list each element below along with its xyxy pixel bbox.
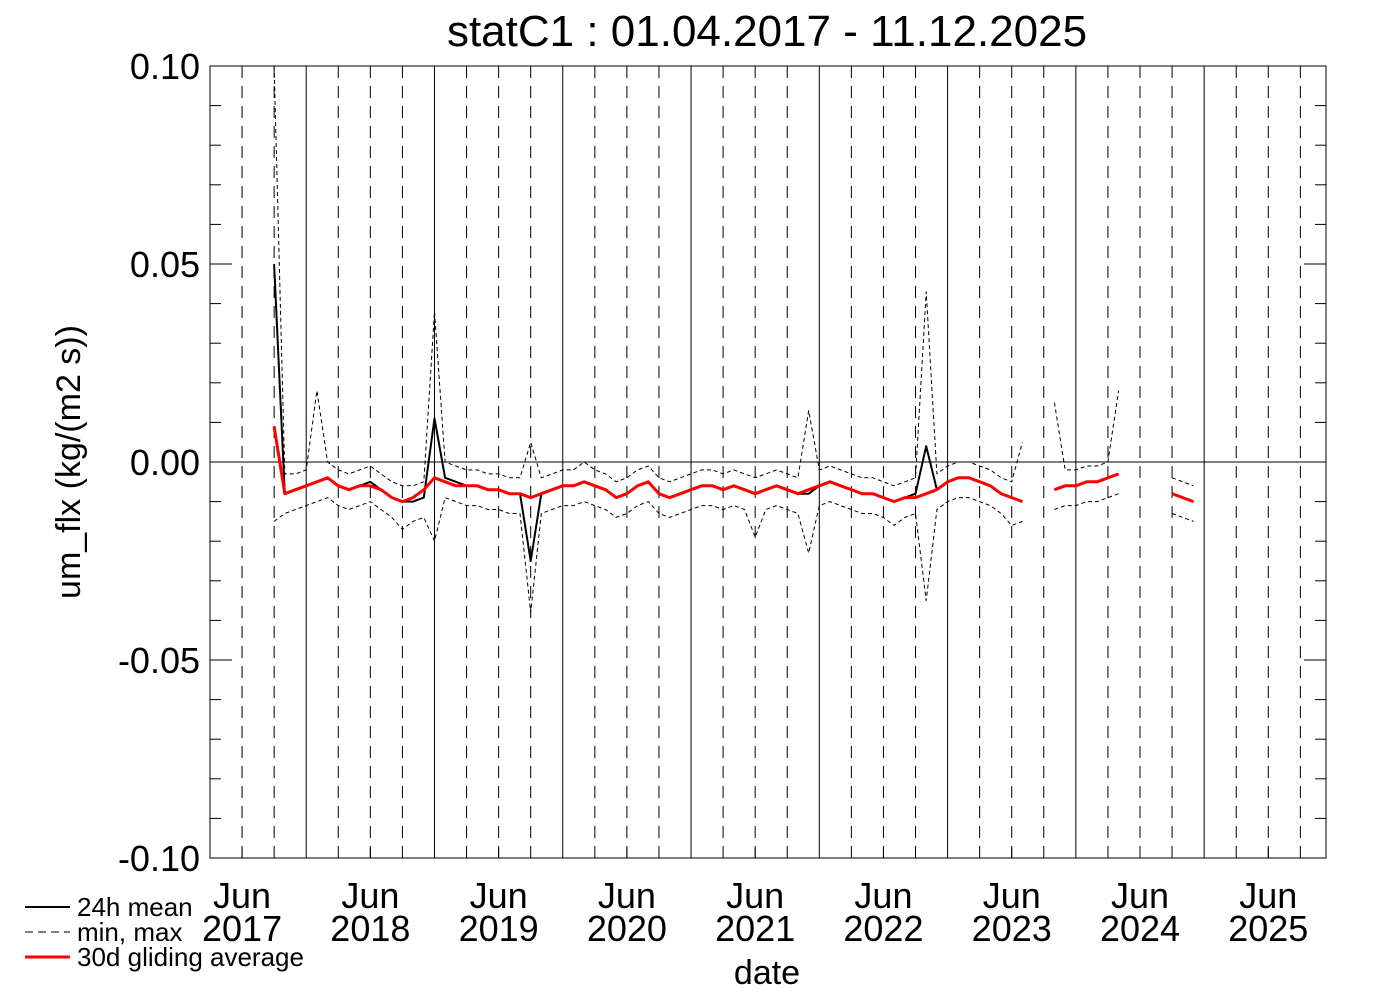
y-tick-label: -0.05 [118, 640, 200, 681]
y-tick-label: 0.00 [130, 442, 200, 483]
legend-label: 24h mean [77, 892, 193, 922]
x-axis-label: date [734, 954, 800, 992]
series-line [273, 65, 1194, 487]
x-tick-label: Jun 2021 [715, 875, 795, 949]
chart-title: statC1 : 01.04.2017 - 11.12.2025 [447, 7, 1087, 56]
x-tick-label: Jun 2023 [972, 875, 1052, 949]
x-tick-label: Jun 2022 [843, 875, 923, 949]
x-tick-label: Jun 2024 [1100, 875, 1180, 949]
x-tick-label: Jun 2017 [202, 875, 282, 949]
x-tick-label: Jun 2025 [1228, 875, 1308, 949]
y-tick-label: 0.10 [130, 46, 200, 87]
y-tick-label: -0.10 [118, 838, 200, 879]
plot-frame [209, 65, 1327, 859]
series-line [273, 493, 1194, 613]
legend-label: min, max [77, 917, 182, 947]
y-tick-label: 0.05 [130, 244, 200, 285]
x-tick-label: Jun 2018 [330, 875, 410, 949]
legend-label: 30d gliding average [77, 942, 304, 972]
x-tick-label: Jun 2019 [459, 875, 539, 949]
y-axis-label: um_flx (kg/(m2 s)) [50, 325, 88, 599]
series-line [272, 426, 1195, 504]
x-tick-label: Jun 2020 [587, 875, 667, 949]
